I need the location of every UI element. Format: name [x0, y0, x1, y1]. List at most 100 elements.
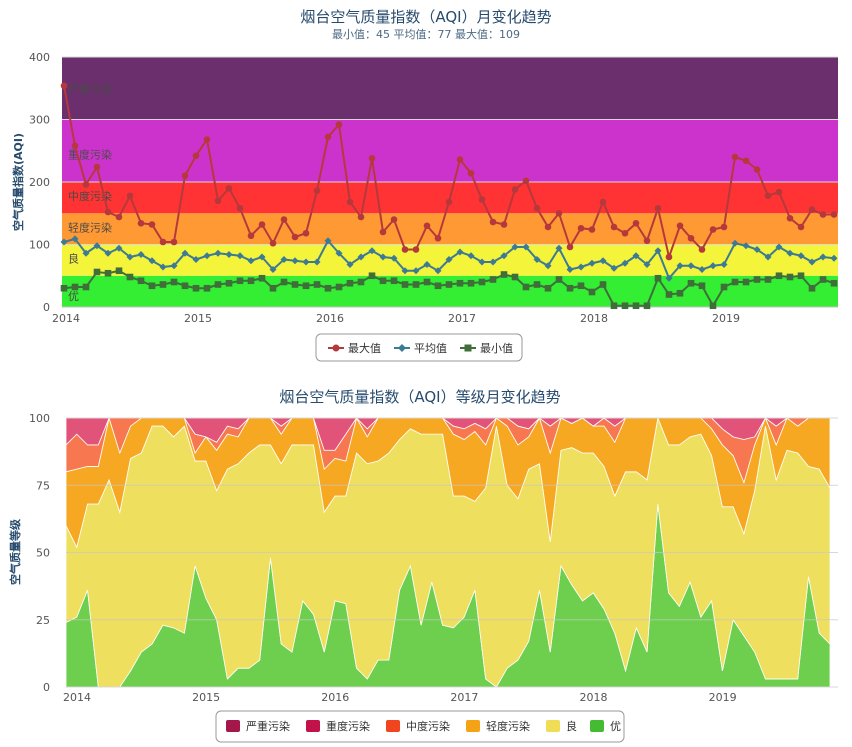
point-avg-1	[71, 235, 79, 243]
point-max-0	[60, 82, 68, 90]
point-max-8	[148, 221, 156, 228]
legend-swatch-1	[306, 720, 320, 732]
point-min-34	[434, 282, 442, 290]
point-min-39	[489, 276, 497, 283]
point-avg-3	[93, 242, 101, 250]
point-min-49	[599, 281, 607, 288]
point-avg-53	[643, 261, 651, 268]
chart1-y-ticks: 0 100 200 300 400	[29, 51, 50, 314]
point-min-57	[687, 279, 695, 287]
point-max-28	[368, 154, 376, 162]
point-max-33	[423, 222, 431, 230]
point-max-48	[588, 226, 596, 233]
point-avg-58	[698, 266, 706, 273]
y-tick-3: 300	[29, 114, 50, 127]
point-avg-46	[566, 266, 574, 273]
point-min-64	[764, 276, 772, 283]
legend-label-2[interactable]: 中度污染	[406, 719, 450, 733]
point-max-22	[302, 229, 310, 237]
point-avg-60	[720, 261, 728, 268]
legend-label-5[interactable]: 优	[610, 720, 621, 733]
point-min-18	[258, 274, 266, 282]
point-max-10	[170, 238, 178, 246]
x-tick-4: 2018	[580, 691, 608, 704]
point-min-45	[555, 276, 563, 283]
point-avg-56	[676, 262, 684, 270]
point-max-68	[808, 206, 816, 213]
point-max-30	[390, 216, 398, 223]
point-min-22	[302, 282, 310, 290]
point-max-49	[599, 198, 607, 206]
point-avg-70	[830, 254, 838, 262]
point-min-50	[610, 302, 618, 310]
chart1-legend[interactable]: 最大值 平均值 最小值	[315, 333, 523, 362]
point-avg-45	[555, 244, 563, 252]
point-min-2	[82, 283, 90, 291]
point-min-9	[159, 281, 167, 288]
point-max-13	[203, 136, 211, 143]
point-max-24	[324, 133, 332, 141]
point-max-38	[478, 196, 486, 203]
legend-swatch-5	[590, 720, 604, 732]
point-min-54	[654, 274, 662, 282]
legend-label-2[interactable]: 最小值	[480, 342, 513, 355]
legend-label-0[interactable]: 最大值	[348, 341, 381, 355]
point-max-46	[566, 243, 574, 251]
point-avg-11	[181, 249, 189, 257]
chart1-legend-box	[315, 333, 523, 362]
band-label-4: 重度污染	[68, 148, 112, 162]
legend-swatch-2	[464, 344, 472, 352]
point-max-59	[709, 226, 717, 233]
point-min-35	[445, 281, 453, 288]
band-label-2: 轻度污染	[68, 220, 112, 234]
point-max-1	[71, 142, 79, 150]
point-min-69	[819, 276, 827, 283]
band-4	[62, 119, 838, 182]
point-avg-26	[346, 261, 354, 268]
point-min-59	[709, 302, 717, 310]
band-label-3: 中度污染	[68, 189, 112, 203]
point-avg-19	[269, 266, 277, 273]
legend-swatch-1	[398, 344, 406, 352]
point-max-43	[533, 204, 541, 212]
y-tick-4: 400	[29, 51, 50, 64]
chart2-legend[interactable]: 严重污染 重度污染 中度污染 轻度污染 良 优	[215, 710, 625, 743]
point-max-3	[93, 163, 101, 171]
point-avg-50	[610, 264, 618, 272]
point-avg-21	[291, 257, 299, 265]
point-avg-67	[797, 252, 805, 260]
point-max-23	[313, 187, 321, 195]
chart2-grid	[66, 417, 838, 688]
aqi-level-trend-chart: 烟台空气质量指数（AQI）等级月变化趋势 0 25 50 75 100 2014 2015…	[8, 388, 838, 743]
point-avg-63	[753, 246, 761, 253]
point-min-5	[115, 267, 123, 275]
y-tick-2: 200	[29, 176, 50, 189]
legend-label-0[interactable]: 严重污染	[246, 719, 290, 733]
point-max-37	[467, 169, 475, 177]
point-max-51	[621, 229, 629, 237]
point-min-13	[203, 284, 211, 292]
y-tick-0: 0	[43, 681, 50, 694]
point-min-20	[280, 278, 288, 286]
legend-label-4[interactable]: 良	[566, 719, 577, 733]
x-tick-2: 2016	[316, 312, 344, 325]
point-max-34	[434, 234, 442, 242]
point-max-70	[830, 211, 838, 218]
point-max-57	[687, 234, 695, 242]
point-max-29	[379, 228, 387, 236]
point-max-11	[181, 172, 189, 180]
point-min-25	[335, 283, 343, 291]
point-max-53	[643, 237, 651, 245]
point-max-61	[731, 153, 739, 161]
legend-label-1[interactable]: 平均值	[414, 342, 447, 355]
legend-label-3[interactable]: 轻度污染	[486, 719, 530, 733]
point-avg-4	[104, 249, 112, 257]
point-avg-36	[456, 248, 464, 256]
band-label-0: 优	[68, 290, 79, 303]
point-avg-25	[335, 249, 343, 257]
point-min-29	[379, 277, 387, 285]
point-max-50	[610, 223, 618, 231]
point-avg-65	[775, 243, 783, 251]
point-avg-15	[225, 251, 233, 258]
legend-label-1[interactable]: 重度污染	[326, 719, 370, 733]
